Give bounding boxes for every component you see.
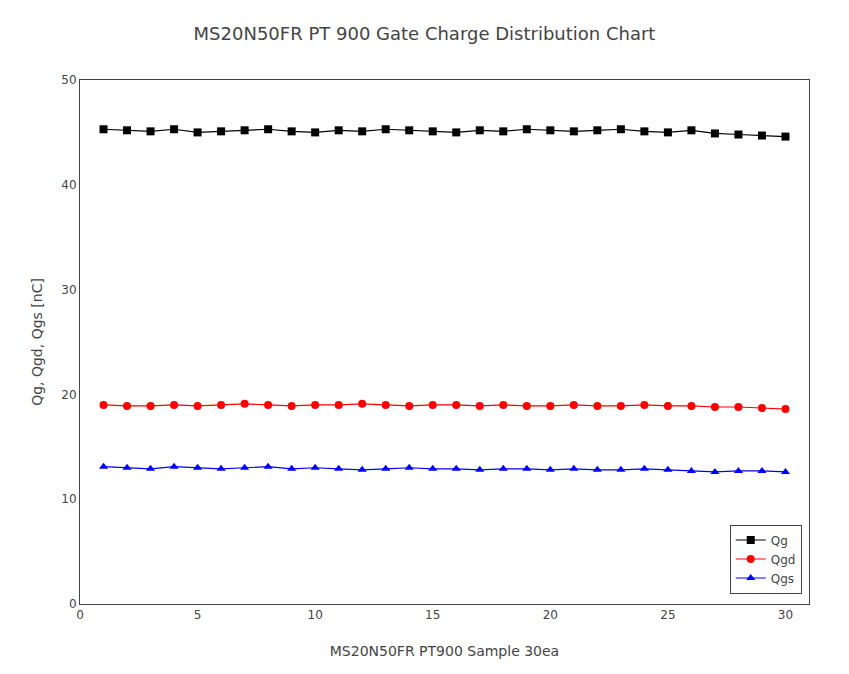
- svg-text:10: 10: [308, 608, 323, 622]
- svg-text:Qgs: Qgs: [771, 572, 794, 586]
- svg-text:MS20N50FR PT900 Sample 30ea: MS20N50FR PT900 Sample 30ea: [330, 643, 559, 659]
- svg-text:Qg: Qg: [771, 534, 788, 548]
- svg-text:40: 40: [61, 178, 76, 192]
- svg-text:Qg, Qgd, Qgs [nC]: Qg, Qgd, Qgs [nC]: [29, 278, 45, 406]
- svg-text:0: 0: [69, 597, 77, 611]
- svg-text:0: 0: [76, 608, 84, 622]
- svg-text:5: 5: [194, 608, 202, 622]
- svg-text:30: 30: [61, 283, 76, 297]
- svg-text:Qgd: Qgd: [771, 553, 796, 567]
- svg-text:20: 20: [543, 608, 558, 622]
- svg-text:25: 25: [660, 608, 675, 622]
- svg-text:15: 15: [425, 608, 440, 622]
- svg-text:10: 10: [61, 492, 76, 506]
- svg-text:50: 50: [61, 73, 76, 87]
- svg-text:MS20N50FR PT 900 Gate Charge D: MS20N50FR PT 900 Gate Charge Distributio…: [194, 23, 656, 44]
- svg-text:30: 30: [778, 608, 793, 622]
- svg-text:20: 20: [61, 388, 76, 402]
